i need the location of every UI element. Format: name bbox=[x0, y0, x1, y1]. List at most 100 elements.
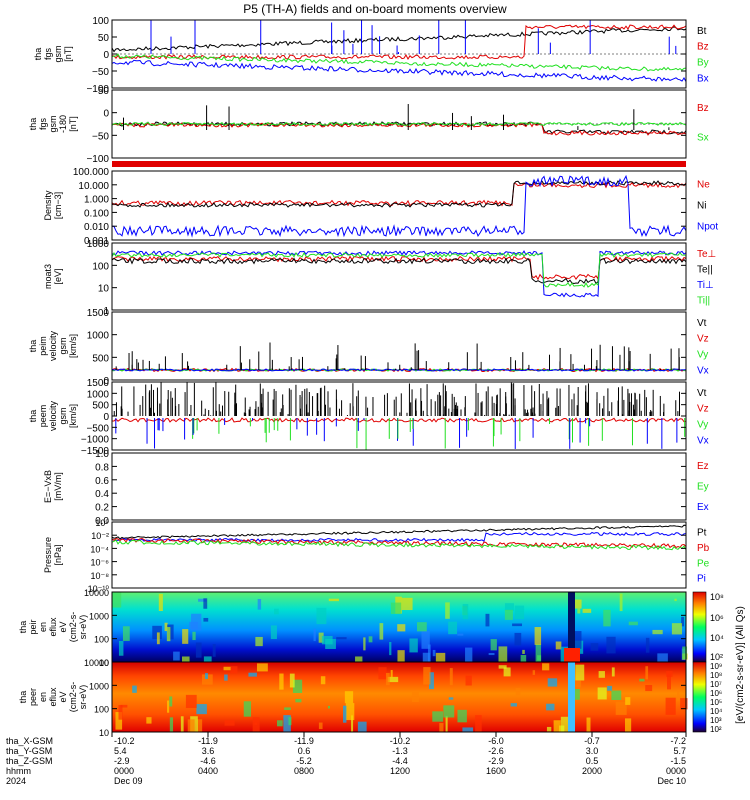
y-tick-label: 1.0 bbox=[95, 449, 109, 460]
legend-entry: Vx bbox=[697, 365, 709, 376]
legend-entry: Vy bbox=[697, 350, 708, 361]
panel-frame bbox=[111, 311, 687, 381]
spectrogram-cell bbox=[532, 670, 536, 675]
y-tick-label: 100 bbox=[92, 261, 109, 272]
spectrogram-cell bbox=[485, 613, 490, 627]
y-tick-label: 10000 bbox=[84, 658, 109, 668]
y-tick-label: −1500 bbox=[81, 446, 110, 457]
x-tick-label: 3.0 bbox=[586, 746, 599, 756]
y-tick-label: 0 bbox=[103, 109, 109, 120]
y-tick-label: 0.001 bbox=[84, 236, 109, 247]
legend-entry: Sx bbox=[697, 132, 709, 143]
panel-3: 100.000 10.000 1.000 0.100 0.010 0.001 Density… bbox=[43, 167, 718, 247]
spectrogram-cell bbox=[401, 597, 413, 611]
x-tick-label: -7.2 bbox=[670, 736, 686, 746]
legend-entry: Vz bbox=[697, 404, 709, 415]
spectrogram-cell bbox=[665, 697, 676, 715]
spectrogram-cell bbox=[439, 723, 444, 732]
y-axis-label: en bbox=[38, 622, 48, 632]
x-tick-label: -6.0 bbox=[488, 736, 504, 746]
y-tick-label: −1000 bbox=[81, 435, 110, 446]
legend-entry: Bz bbox=[697, 103, 709, 114]
y-tick-label: 100.000 bbox=[73, 167, 110, 178]
spectrogram-cell bbox=[445, 715, 448, 732]
y-tick-label: 500 bbox=[92, 353, 109, 364]
x-tick-label: 0400 bbox=[198, 766, 218, 776]
y-axis-label: tha bbox=[18, 691, 28, 704]
series-line bbox=[111, 255, 687, 281]
spectrogram-cell bbox=[575, 664, 585, 681]
spectrogram-cell bbox=[423, 667, 431, 685]
spectrogram-cell bbox=[429, 672, 434, 690]
y-tick-label: 1000 bbox=[87, 389, 110, 400]
y-tick-label: −100 bbox=[86, 154, 109, 165]
series-line bbox=[111, 180, 687, 208]
spectrogram-cell bbox=[435, 652, 446, 662]
series-line bbox=[111, 257, 687, 285]
series-line bbox=[111, 524, 687, 540]
spectrogram-cell bbox=[448, 621, 458, 635]
spectrogram-cell bbox=[357, 721, 367, 732]
plot-title: P5 (TH-A) fields and on-board moments ov… bbox=[243, 2, 507, 16]
y-axis-label: fgs bbox=[43, 48, 53, 61]
spectrogram-cell bbox=[255, 636, 263, 647]
y-axis-label: tha bbox=[28, 410, 38, 423]
spectrogram-cell bbox=[571, 680, 582, 688]
spectrogram-cell bbox=[196, 704, 207, 715]
y-tick-label: 0.4 bbox=[95, 489, 109, 500]
spectrogram-cell bbox=[674, 598, 677, 602]
spectrogram-cell bbox=[645, 685, 653, 692]
spectrogram-cell bbox=[568, 592, 575, 662]
y-tick-label: 1000 bbox=[87, 331, 110, 342]
panel-10: 10000 1000 100 10 tha peer en eflux eV (cm2-s-sr-… bbox=[18, 658, 688, 738]
spectrogram-cell bbox=[195, 642, 202, 658]
spectrogram-cell bbox=[224, 674, 228, 681]
y-tick-label: 0.100 bbox=[84, 208, 109, 219]
colorbar-upper-tick: 10⁸ bbox=[710, 592, 724, 602]
spectrogram-cell bbox=[203, 617, 209, 622]
y-axis-label: [km/s] bbox=[68, 334, 78, 358]
y-axis-label: peir bbox=[28, 619, 38, 634]
y-axis-label: moat3 bbox=[43, 264, 53, 289]
spectrogram-cell bbox=[546, 703, 555, 711]
spectrogram-cell bbox=[606, 636, 616, 654]
spectrogram-cell bbox=[292, 679, 303, 693]
spectrogram-cell bbox=[336, 637, 347, 640]
spectrogram-cell bbox=[598, 671, 605, 678]
y-tick-label: 10⁰ bbox=[95, 518, 109, 528]
spectrogram-cell bbox=[645, 666, 649, 680]
spectrogram-cell bbox=[321, 635, 333, 645]
y-tick-label: 50 bbox=[98, 33, 110, 44]
y-axis-label: [nT] bbox=[68, 116, 78, 132]
x-row-label: hhmm bbox=[6, 766, 31, 776]
y-tick-label: 1500 bbox=[87, 308, 110, 319]
spectrogram-cell bbox=[132, 685, 137, 693]
spectrogram-cell bbox=[571, 631, 582, 649]
spectrogram-cell bbox=[343, 705, 347, 723]
spectrogram-cell bbox=[169, 696, 173, 707]
spectrogram-cell bbox=[288, 717, 292, 726]
y-tick-label: −500 bbox=[86, 423, 109, 434]
spectrogram-cell bbox=[443, 705, 455, 718]
legend-entry: Bx bbox=[697, 73, 709, 84]
spectrogram-cell bbox=[295, 698, 302, 703]
spectrogram-cell bbox=[390, 670, 393, 678]
spectrogram-cell bbox=[355, 656, 363, 662]
spectrogram-cell bbox=[504, 609, 513, 620]
y-tick-label: 1000 bbox=[87, 239, 110, 250]
spectrogram-cell bbox=[546, 726, 552, 732]
series-line bbox=[111, 174, 687, 238]
y-tick-label: 0 bbox=[103, 376, 109, 387]
spectrogram-cell bbox=[572, 689, 580, 700]
spectrogram-cell bbox=[542, 663, 550, 671]
spectrogram-cell bbox=[313, 628, 316, 642]
y-tick-label: 10 bbox=[99, 728, 109, 738]
series-line bbox=[111, 539, 687, 551]
spectrogram-cell bbox=[279, 673, 284, 690]
y-axis-label: Pressure bbox=[43, 537, 53, 573]
x-tick-label: 1600 bbox=[486, 766, 506, 776]
panel-2: 50 0 −50 −100 tha fgs gsm -180 [nT] Bz Sx bbox=[28, 86, 709, 167]
colorbar-label: [eV/(cm2-s-sr-eV)] (All Qs) bbox=[735, 606, 746, 724]
